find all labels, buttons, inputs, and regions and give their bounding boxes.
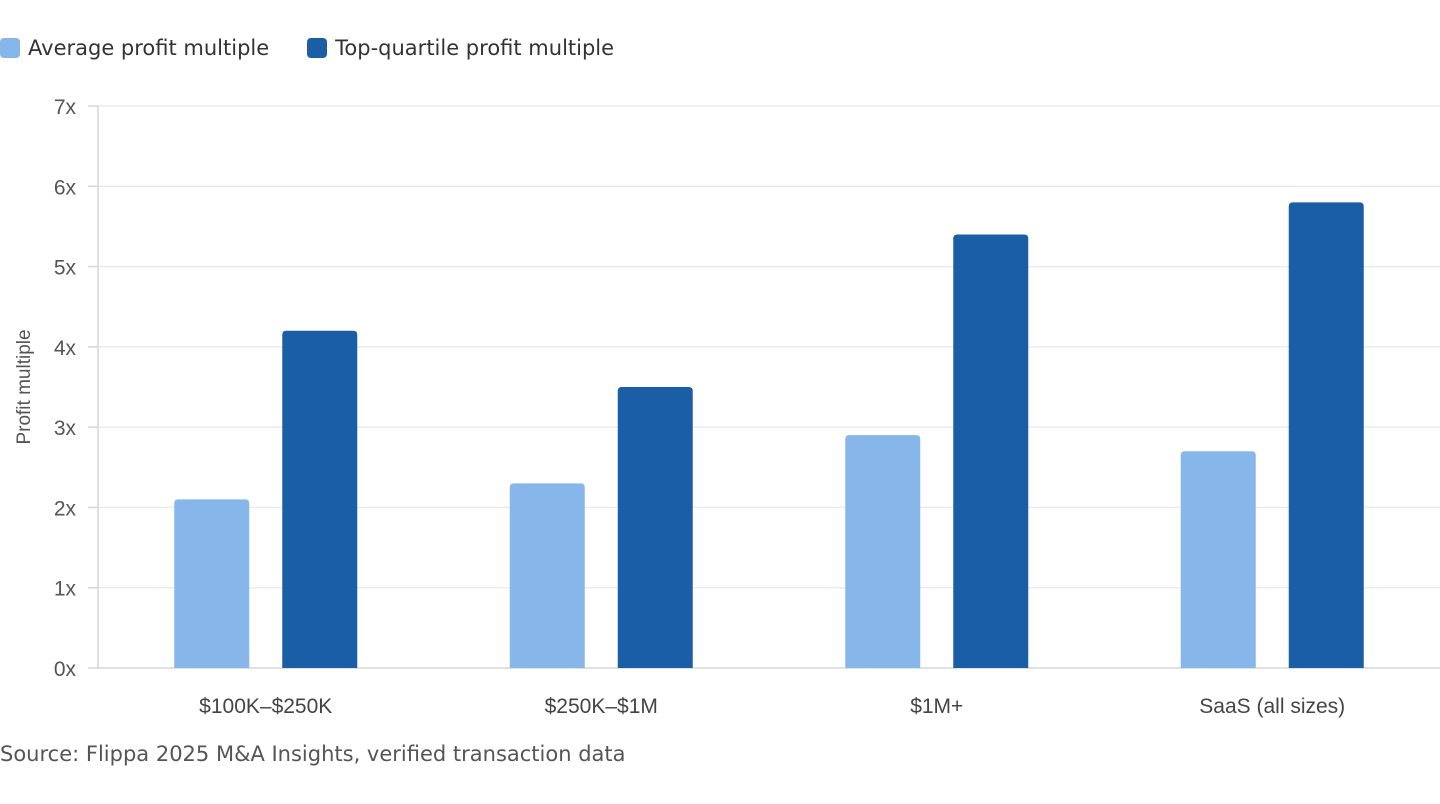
legend-label-average: Average profit multiple xyxy=(28,36,270,60)
legend-item-average[interactable]: Average profit multiple xyxy=(0,36,269,60)
y-axis-title: Profit multiple xyxy=(14,329,35,444)
y-tick-label: 3x xyxy=(54,417,77,440)
bar-top-quartile xyxy=(282,330,358,668)
x-tick-label: $100K–$250K xyxy=(199,695,332,718)
legend-swatch-average xyxy=(0,38,20,58)
bar-average xyxy=(174,499,250,668)
y-tick-label: 5x xyxy=(54,257,77,280)
bar-top-quartile xyxy=(1288,202,1364,668)
y-tick-label: 0x xyxy=(54,658,77,681)
y-tick-label: 6x xyxy=(54,176,77,199)
bar-top-quartile xyxy=(953,234,1029,668)
bar-chart: 0x 1x 2x 3x 4x 5x 6x 7x Profit multiple $100K–$25… xyxy=(14,96,1440,718)
chart-legend: Average profit multiple Top-quartile pro… xyxy=(0,32,652,64)
y-tick-label: 2x xyxy=(54,497,77,520)
legend-item-top-quartile[interactable]: Top-quartile profit multiple xyxy=(307,36,614,60)
y-tick-label: 1x xyxy=(54,578,77,601)
bar-top-quartile xyxy=(617,387,693,668)
bar-average xyxy=(845,435,921,668)
legend-swatch-top-quartile xyxy=(307,38,328,58)
x-tick-label: $250K–$1M xyxy=(545,695,658,718)
bar-average xyxy=(1180,451,1256,668)
x-tick-label: SaaS (all sizes) xyxy=(1199,695,1345,718)
x-tick-label: $1M+ xyxy=(910,695,963,718)
source-note: Source: Flippa 2025 M&A Insights, verifi… xyxy=(0,742,626,766)
bar-average xyxy=(509,483,585,668)
legend-label-top-quartile: Top-quartile profit multiple xyxy=(335,36,615,60)
y-tick-label: 7x xyxy=(54,96,77,119)
y-tick-label: 4x xyxy=(54,337,77,360)
